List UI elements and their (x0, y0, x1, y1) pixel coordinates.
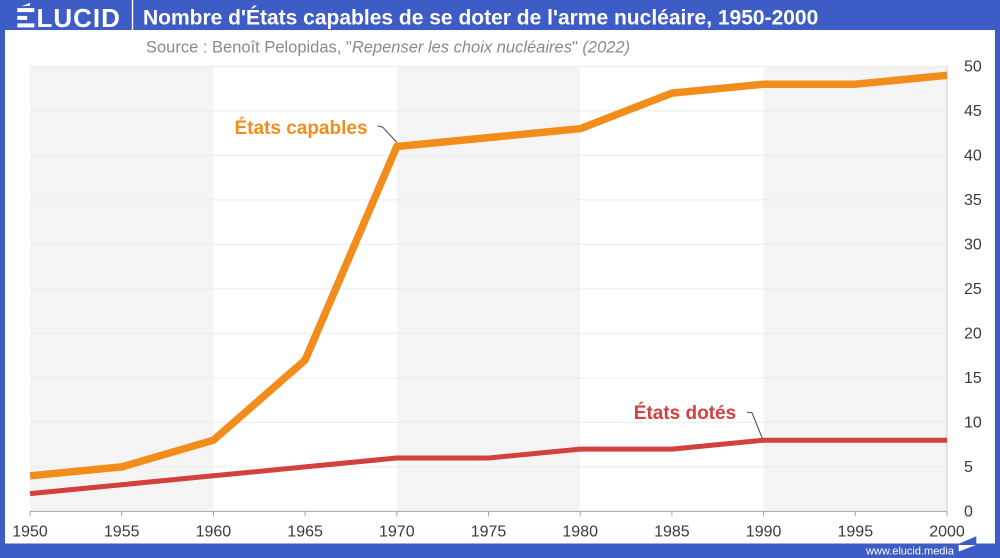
svg-text:1980: 1980 (562, 524, 598, 541)
svg-text:2000: 2000 (929, 524, 965, 541)
svg-text:25: 25 (964, 281, 982, 298)
svg-text:0: 0 (964, 503, 973, 520)
svg-text:20: 20 (964, 325, 982, 342)
svg-text:1990: 1990 (746, 524, 782, 541)
svg-text:1955: 1955 (104, 524, 140, 541)
svg-text:35: 35 (964, 192, 982, 209)
svg-text:LUCID: LUCID (37, 3, 121, 33)
svg-text:40: 40 (964, 147, 982, 164)
svg-text:45: 45 (964, 103, 982, 120)
svg-text:États dotés: États dotés (634, 402, 736, 424)
svg-text:1950: 1950 (12, 524, 48, 541)
svg-text:1960: 1960 (196, 524, 232, 541)
svg-text:1970: 1970 (379, 524, 415, 541)
svg-text:5: 5 (964, 459, 973, 476)
svg-text:10: 10 (964, 414, 982, 431)
svg-text:30: 30 (964, 236, 982, 253)
svg-text:États capables: États capables (234, 117, 367, 139)
svg-text:1975: 1975 (471, 524, 507, 541)
svg-text:Nombre d'États capables de se: Nombre d'États capables de se doter de l… (143, 6, 818, 29)
svg-text:www.elucid.media: www.elucid.media (865, 546, 955, 558)
svg-text:50: 50 (964, 58, 982, 75)
svg-text:15: 15 (964, 370, 982, 387)
svg-text:1965: 1965 (287, 524, 323, 541)
svg-text:Source : Benoît Pelopidas, "Re: Source : Benoît Pelopidas, "Repenser les… (146, 39, 630, 57)
svg-text:1995: 1995 (838, 524, 874, 541)
svg-text:1985: 1985 (654, 524, 690, 541)
